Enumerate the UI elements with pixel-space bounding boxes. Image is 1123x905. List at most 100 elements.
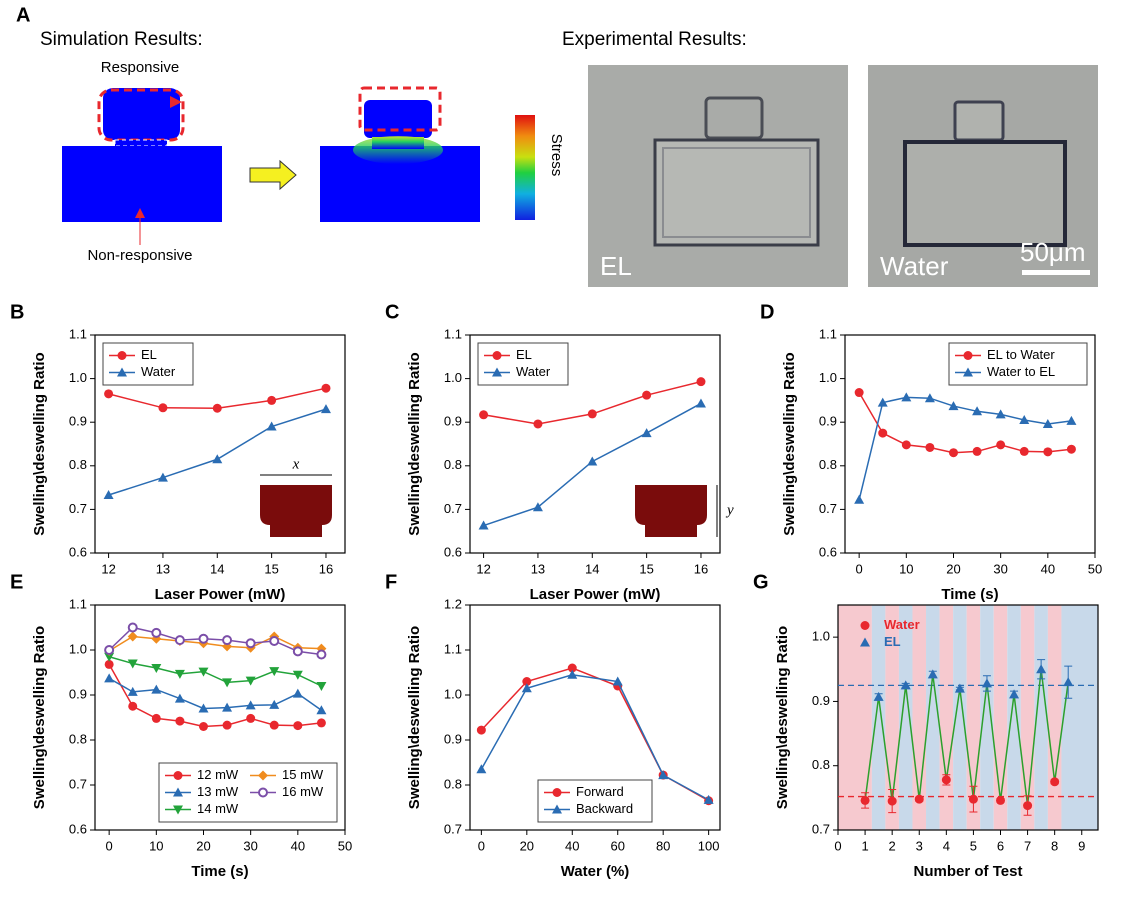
panel-title: Experimental Results:	[562, 29, 747, 50]
x-tick-label: 3	[916, 838, 923, 853]
y-axis-label: Swelling\deswelling Ratio	[31, 626, 48, 809]
marker	[954, 683, 965, 693]
marker	[854, 388, 864, 398]
x-tick-label: 4	[943, 838, 950, 853]
marker	[321, 383, 331, 393]
marker	[901, 392, 912, 402]
connector-line	[864, 669, 1069, 806]
x-tick-label: 10	[899, 561, 913, 576]
panel-letter: F	[385, 571, 397, 593]
marker	[245, 676, 256, 686]
x-axis-label: Time (s)	[191, 863, 248, 880]
legend-label: 16 mW	[282, 784, 324, 799]
panel-letter: E	[10, 571, 23, 593]
x-tick-label: 40	[1041, 561, 1055, 576]
image-label: EL	[600, 251, 632, 281]
legend-marker	[173, 805, 183, 815]
marker	[981, 678, 992, 688]
marker	[658, 770, 669, 780]
legend-marker	[552, 804, 562, 814]
scale-bar	[1022, 270, 1090, 275]
x-axis-label: Laser Power (mW)	[155, 586, 286, 603]
marker	[127, 686, 138, 696]
marker	[158, 403, 168, 413]
legend-marker	[117, 351, 127, 360]
x-tick-label: 16	[319, 561, 333, 576]
marker	[522, 677, 532, 686]
marker	[1063, 677, 1074, 687]
marker	[948, 401, 959, 411]
marker	[703, 794, 714, 804]
legend-marker	[963, 367, 973, 377]
legend-label: 13 mW	[197, 784, 239, 799]
background-band	[1007, 605, 1021, 830]
neck	[114, 139, 168, 147]
y-tick-label: 0.8	[444, 457, 462, 472]
y-tick-label: 0.6	[69, 544, 87, 559]
y-axis-label: Swelling\deswelling Ratio	[774, 626, 791, 809]
legend-marker	[963, 351, 973, 360]
marker	[642, 390, 652, 400]
marker	[212, 454, 223, 464]
legend-label: Water	[141, 364, 176, 379]
series-line	[480, 673, 709, 801]
plot-frame	[469, 604, 721, 831]
y-tick-label: 1.1	[444, 326, 462, 341]
legend-label: 14 mW	[197, 801, 239, 816]
marker	[877, 397, 888, 407]
marker	[198, 667, 209, 677]
marker	[316, 705, 327, 715]
x-tick-label: 13	[156, 561, 170, 576]
y-tick-label: 0.6	[444, 544, 462, 559]
y-tick-label: 1.0	[819, 370, 837, 385]
background-band	[953, 605, 967, 830]
marker	[927, 669, 938, 679]
background-band	[1047, 605, 1062, 830]
marker	[1043, 447, 1053, 457]
marker	[269, 667, 280, 677]
legend-marker	[860, 621, 870, 630]
y-tick-label: 1.1	[69, 326, 87, 341]
marker	[854, 494, 865, 504]
plot-frame	[837, 604, 1099, 831]
marker	[995, 409, 1006, 419]
micro-feature	[953, 100, 1005, 142]
marker	[1050, 777, 1060, 787]
base-block	[62, 146, 222, 222]
legend-marker	[492, 367, 502, 377]
micro-feature	[662, 147, 811, 238]
y-tick-label: 0.7	[69, 501, 87, 516]
marker	[245, 700, 256, 710]
neck	[372, 137, 424, 149]
marker	[293, 721, 303, 731]
marker	[1066, 415, 1077, 425]
y-tick-label: 0.9	[69, 686, 87, 701]
plot-frame	[469, 334, 721, 554]
x-tick-label: 20	[520, 838, 534, 853]
x-tick-label: 0	[856, 561, 863, 576]
marker	[104, 645, 115, 655]
marker	[914, 794, 924, 804]
arrow	[170, 96, 182, 108]
legend-marker	[173, 771, 183, 780]
marker	[873, 691, 884, 701]
legend	[537, 779, 653, 823]
y-tick-label: 0.8	[819, 457, 837, 472]
legend-marker	[117, 367, 127, 377]
y-axis-label: Swelling\deswelling Ratio	[31, 352, 48, 535]
marker	[972, 406, 983, 416]
marker	[198, 703, 209, 713]
y-tick-label: 1.1	[819, 326, 837, 341]
x-tick-label: 7	[1024, 838, 1031, 853]
background-band	[871, 605, 886, 830]
background-band	[1061, 605, 1098, 830]
marker	[696, 377, 706, 387]
marker	[104, 389, 114, 399]
marker	[151, 664, 162, 673]
x-axis-label: Laser Power (mW)	[530, 586, 661, 603]
y-tick-label: 1.1	[444, 641, 462, 656]
y-tick-label: 1.0	[812, 629, 830, 644]
marker	[104, 659, 114, 669]
marker	[151, 627, 162, 638]
scale-bar-label: 50μm	[1020, 237, 1086, 267]
